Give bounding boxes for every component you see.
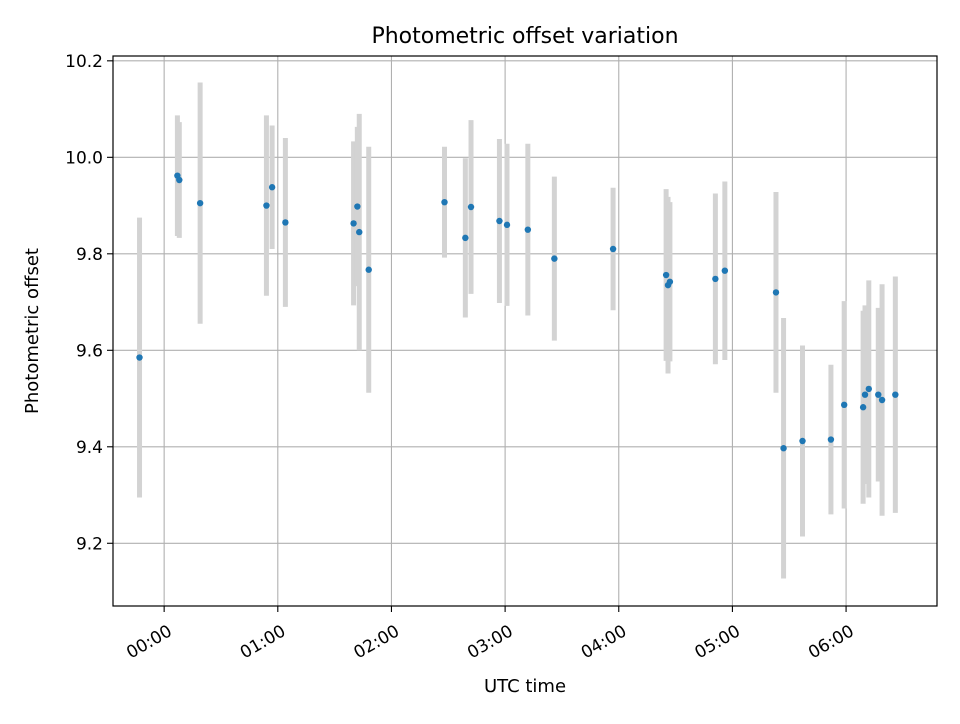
data-point — [365, 266, 372, 273]
y-tick-label: 9.6 — [76, 341, 103, 361]
x-tick-label: 05:00 — [691, 621, 743, 663]
x-tick-label: 01:00 — [237, 621, 289, 663]
x-axis: 00:00 01:00 02:00 03:00 04:00 05:00 06:00 — [123, 606, 858, 663]
y-tick-label: 10.0 — [65, 148, 103, 168]
x-axis-label: UTC time — [484, 676, 566, 697]
data-point — [282, 219, 289, 226]
y-axis: 9.2 9.4 9.6 9.8 10.0 10.2 — [65, 52, 113, 554]
chart-title: Photometric offset variation — [371, 24, 678, 49]
data-point — [524, 226, 532, 233]
data-point — [356, 228, 363, 236]
data-point — [827, 436, 835, 443]
x-tick-label: 03:00 — [464, 621, 516, 663]
data-point — [350, 220, 357, 227]
y-tick-label: 9.4 — [76, 438, 103, 458]
data-point — [268, 184, 276, 191]
data-point — [503, 221, 511, 229]
data-point — [878, 396, 886, 404]
data-point — [354, 203, 361, 210]
x-tick-label: 06:00 — [805, 621, 857, 663]
data-point — [721, 267, 729, 274]
y-tick-label: 10.2 — [65, 52, 103, 72]
y-axis-label: Photometric offset — [22, 248, 43, 414]
data-point — [496, 217, 503, 225]
data-point — [462, 234, 469, 242]
data-point — [136, 354, 143, 361]
x-tick-label: 00:00 — [123, 621, 175, 663]
data-point — [865, 385, 873, 393]
data-point — [799, 437, 806, 445]
x-tick-label: 02:00 — [351, 621, 403, 663]
y-tick-label: 9.8 — [76, 245, 103, 265]
data-point — [662, 271, 670, 279]
grid — [113, 56, 937, 606]
data-point — [861, 391, 869, 398]
data-point — [780, 445, 787, 452]
data-point — [467, 203, 475, 211]
y-tick-label: 9.2 — [76, 534, 103, 554]
data-point — [176, 176, 183, 184]
x-tick-label: 04:00 — [578, 621, 630, 663]
plot-frame — [112, 55, 938, 607]
data-point — [712, 275, 719, 283]
data-point — [875, 391, 882, 398]
data-point — [196, 199, 204, 207]
data-point — [441, 198, 448, 206]
data-points — [136, 172, 899, 452]
data-point — [263, 202, 270, 209]
data-point — [840, 401, 848, 409]
data-point — [551, 255, 558, 262]
data-point — [609, 245, 617, 253]
data-point — [772, 289, 780, 296]
data-point — [892, 391, 899, 398]
data-point — [859, 404, 867, 411]
data-point — [666, 278, 674, 285]
